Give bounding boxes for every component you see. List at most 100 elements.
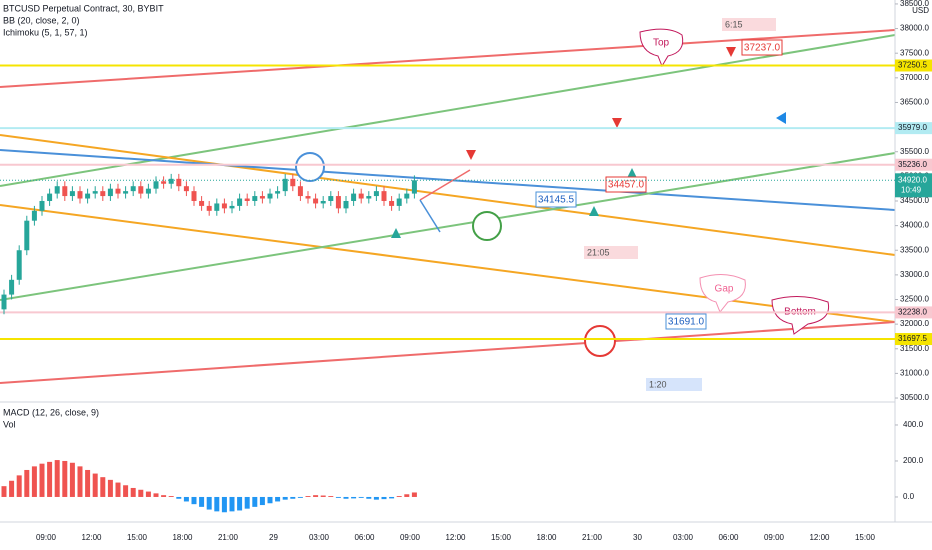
candle-body: [267, 193, 273, 199]
candle-body: [31, 210, 37, 221]
macd-bar: [267, 496, 273, 504]
label-box: [722, 18, 776, 31]
macd-bar: [297, 496, 303, 498]
trend-line: [0, 134, 896, 256]
candle-body: [320, 200, 326, 204]
macd-bar: [221, 496, 227, 513]
legend-indicator: Ichimoku (5, 1, 57, 1): [3, 27, 88, 37]
macd-bar: [305, 496, 311, 497]
price-tag: [895, 122, 932, 135]
x-tick-label: 21:00: [218, 533, 239, 542]
legend-indicator: BB (20, close, 2, 0): [3, 15, 80, 25]
candle-body: [199, 200, 205, 206]
macd-bar: [313, 495, 319, 497]
macd-bar: [85, 469, 91, 497]
y-tick-label: 33500.0: [900, 245, 929, 254]
candle-body: [16, 250, 22, 280]
macd-bar: [404, 494, 410, 497]
label-box: [535, 191, 577, 208]
x-tick-label: 18:00: [536, 533, 557, 542]
label-box: [741, 39, 783, 56]
candle-body: [396, 198, 402, 206]
candle-body: [123, 191, 129, 194]
macd-bar: [335, 496, 341, 498]
candle-body: [343, 200, 349, 209]
arrow-icon: [627, 168, 637, 178]
macd-bar: [244, 496, 250, 509]
x-tick-label: 15:00: [855, 533, 876, 542]
macd-bar: [100, 477, 106, 497]
candle-body: [297, 186, 303, 197]
candle-body: [77, 191, 83, 199]
candle-body: [313, 198, 319, 204]
candle-body: [183, 186, 189, 192]
price-tag: [895, 158, 932, 171]
macd-bar: [199, 496, 205, 507]
candle-body: [335, 196, 341, 209]
candle-body: [328, 196, 334, 201]
smiley: [584, 325, 616, 357]
y-tick-label: 37500.0: [900, 48, 929, 57]
annotation: Gap: [715, 284, 734, 295]
macd-bar: [47, 461, 53, 497]
x-tick-label: 12:00: [445, 533, 466, 542]
price-tag-label: 32238.0: [898, 308, 927, 317]
macd-bar: [62, 460, 68, 497]
candle-body: [358, 193, 364, 199]
candle-body: [92, 191, 98, 194]
macd-bar: [16, 475, 22, 497]
candle-body: [214, 203, 220, 211]
arrow-icon: [466, 150, 476, 160]
macd-bar: [1, 486, 7, 497]
candle-body: [244, 198, 250, 201]
candle-body: [206, 205, 212, 211]
macd-bar: [161, 495, 167, 497]
currency: USD: [912, 6, 929, 15]
candle-body: [275, 191, 281, 194]
y-tick-label: 0.0: [903, 492, 915, 501]
arrow-icon: [776, 112, 786, 124]
y-tick-label: 33000.0: [900, 270, 929, 279]
x-tick-label: 03:00: [673, 533, 694, 542]
price-tag: [895, 306, 932, 319]
macd-bar: [343, 496, 349, 499]
label-box: [584, 246, 638, 259]
candle-body: [252, 196, 258, 201]
trend-line: [0, 204, 896, 323]
last-price-tag: [895, 173, 932, 198]
candle-body: [69, 191, 75, 197]
y-tick-label: 34000.0: [900, 221, 929, 230]
candle-body: [153, 181, 159, 189]
y-tick-label: 38000.0: [900, 24, 929, 33]
y-tick-label: 35500.0: [900, 147, 929, 156]
candle-body: [404, 193, 410, 199]
macd-bar: [282, 496, 288, 500]
x-tick-label: 30: [633, 533, 642, 542]
callout: [699, 274, 746, 313]
candle-body: [62, 186, 68, 197]
candle-body: [176, 178, 182, 187]
candle-body: [381, 191, 387, 201]
candle-body: [229, 205, 235, 209]
macd-bar: [275, 496, 281, 502]
price-tag-label: 35979.0: [898, 123, 927, 132]
x-tick-label: 03:00: [309, 533, 330, 542]
annotation: Top: [653, 38, 670, 49]
macd-bar: [259, 496, 265, 506]
macd-bar: [138, 489, 144, 497]
candle-body: [259, 196, 265, 199]
label-box: [646, 378, 702, 391]
candle-body: [351, 193, 357, 201]
candle-body: [389, 200, 395, 206]
macd-bar: [153, 493, 159, 497]
price-tag: [895, 333, 932, 346]
trend-line: [0, 321, 896, 384]
macd-bar: [107, 479, 113, 497]
candle-body: [115, 188, 121, 194]
trend-line: [0, 152, 896, 301]
candle-body: [366, 196, 372, 199]
price-tag-label: 35236.0: [898, 160, 927, 169]
y-tick-label: 200.0: [903, 456, 924, 465]
arrow-icon: [391, 228, 401, 238]
